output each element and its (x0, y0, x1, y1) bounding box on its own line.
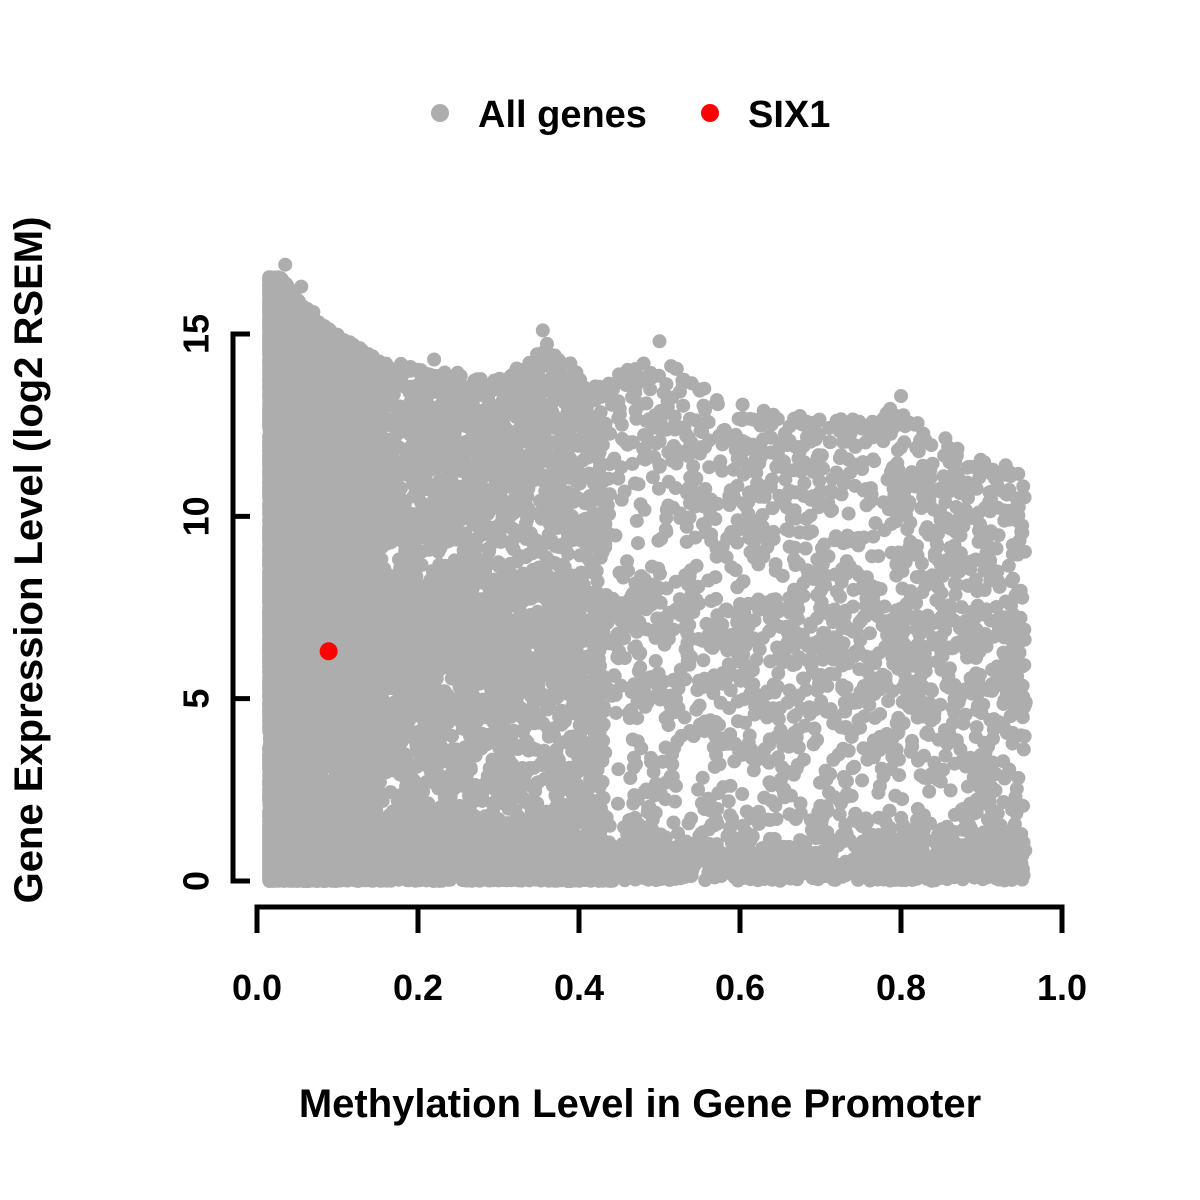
x-tick-label: 0.8 (876, 967, 926, 1008)
x-tick-label: 0.4 (554, 967, 604, 1008)
six1-highlight-point[interactable] (319, 642, 338, 661)
x-tick-label: 1.0 (1037, 967, 1087, 1008)
y-tick-label: 5 (176, 689, 217, 709)
axis-layer (230, 331, 1065, 933)
y-tick-labels: 0 5 10 15 (176, 314, 217, 891)
y-tick-label: 15 (176, 314, 217, 354)
all-genes-point-cloud (262, 257, 1033, 888)
x-tick-labels: 0.0 0.2 0.4 0.6 0.8 1.0 (232, 967, 1087, 1008)
legend-marker-all-genes (431, 104, 449, 122)
y-tick-label: 0 (176, 871, 217, 891)
x-axis-title: Methylation Level in Gene Promoter (299, 1082, 981, 1126)
y-axis-title: Gene Expression Level (log2 RSEM) (7, 217, 51, 904)
legend-label-all-genes: All genes (478, 94, 647, 136)
x-tick-label: 0.2 (393, 967, 443, 1008)
legend-label-six1: SIX1 (748, 94, 830, 136)
x-tick-label: 0.0 (232, 967, 282, 1008)
legend: All genes SIX1 (431, 94, 830, 136)
data-points-layer (262, 257, 1033, 888)
x-tick-label: 0.6 (715, 967, 765, 1008)
y-tick-label: 10 (176, 496, 217, 536)
legend-marker-six1 (701, 104, 719, 122)
